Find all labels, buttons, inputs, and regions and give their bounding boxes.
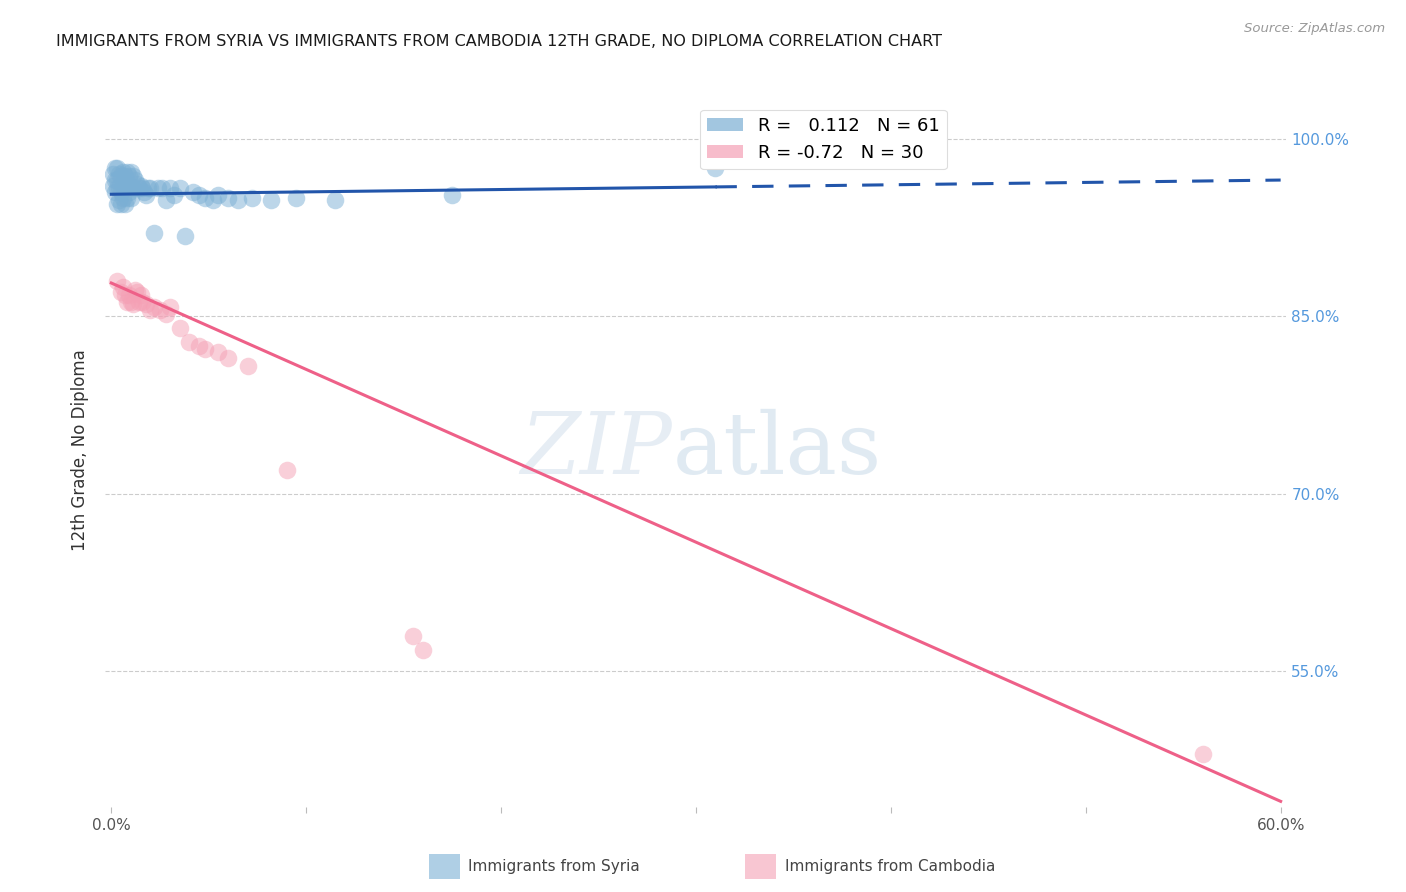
Point	[114, 196, 136, 211]
Point	[150, 181, 173, 195]
Point	[118, 185, 141, 199]
Point	[412, 643, 434, 657]
Point	[159, 181, 181, 195]
Point	[155, 307, 177, 321]
Point	[115, 177, 138, 191]
Point	[111, 165, 134, 179]
Point	[115, 191, 138, 205]
Text: Immigrants from Cambodia: Immigrants from Cambodia	[785, 859, 995, 873]
Y-axis label: 12th Grade, No Diploma: 12th Grade, No Diploma	[72, 350, 90, 551]
Point	[118, 169, 141, 184]
Point	[207, 344, 229, 359]
Point	[155, 193, 177, 207]
Point	[201, 193, 224, 207]
Point	[174, 228, 197, 243]
Point	[114, 288, 136, 302]
Point	[110, 169, 132, 184]
Point	[128, 181, 150, 195]
Point	[143, 300, 166, 314]
Point	[108, 167, 131, 181]
Point	[111, 178, 134, 193]
Point	[285, 191, 308, 205]
Point	[260, 193, 283, 207]
Text: ZIP: ZIP	[520, 409, 672, 491]
Point	[115, 294, 138, 309]
Point	[105, 196, 128, 211]
Point	[108, 181, 131, 195]
Text: IMMIGRANTS FROM SYRIA VS IMMIGRANTS FROM CAMBODIA 12TH GRADE, NO DIPLOMA CORRELA: IMMIGRANTS FROM SYRIA VS IMMIGRANTS FROM…	[56, 34, 942, 49]
Point	[276, 463, 298, 477]
Point	[163, 188, 186, 202]
Point	[194, 343, 217, 357]
Point	[131, 294, 153, 309]
Point	[108, 193, 131, 207]
Point	[169, 321, 191, 335]
Point	[135, 188, 157, 202]
Point	[103, 178, 125, 193]
Point	[188, 188, 211, 202]
Point	[149, 303, 172, 318]
Point	[105, 173, 128, 187]
Legend: R =   0.112   N = 61, R = -0.72   N = 30: R = 0.112 N = 61, R = -0.72 N = 30	[700, 110, 946, 169]
Point	[121, 181, 143, 195]
Point	[121, 169, 143, 184]
Text: atlas: atlas	[672, 409, 882, 492]
Point	[169, 181, 191, 195]
Point	[128, 294, 150, 309]
Point	[110, 185, 132, 199]
Text: Source: ZipAtlas.com: Source: ZipAtlas.com	[1244, 22, 1385, 36]
Point	[131, 181, 153, 195]
Point	[129, 178, 152, 193]
Point	[325, 193, 347, 207]
Point	[104, 161, 127, 176]
Point	[1191, 747, 1213, 761]
Point	[105, 181, 128, 195]
Point	[129, 288, 152, 302]
Point	[105, 274, 128, 288]
Point	[121, 297, 143, 311]
Point	[217, 191, 239, 205]
Point	[114, 169, 136, 184]
Point	[118, 288, 141, 302]
Point	[103, 167, 125, 181]
Point	[139, 303, 162, 318]
Point	[226, 193, 249, 207]
Point	[125, 177, 148, 191]
Point	[124, 283, 146, 297]
Point	[441, 188, 464, 202]
Point	[120, 191, 142, 205]
Point	[159, 300, 181, 314]
Point	[104, 185, 127, 199]
Point	[207, 188, 229, 202]
Point	[181, 185, 204, 199]
Point	[124, 173, 146, 187]
Point	[111, 279, 134, 293]
Point	[188, 339, 211, 353]
Point	[179, 335, 201, 350]
Point	[402, 629, 425, 643]
Point	[236, 359, 259, 373]
Point	[110, 196, 132, 211]
Point	[125, 285, 148, 300]
Text: Immigrants from Syria: Immigrants from Syria	[468, 859, 640, 873]
Point	[146, 181, 169, 195]
Point	[111, 191, 134, 205]
Point	[120, 294, 142, 309]
Point	[120, 165, 142, 179]
Point	[110, 285, 132, 300]
Point	[105, 161, 128, 176]
Point	[240, 191, 263, 205]
Point	[704, 161, 727, 176]
Point	[120, 178, 142, 193]
Point	[194, 191, 217, 205]
Point	[139, 181, 162, 195]
Point	[114, 181, 136, 195]
Point	[115, 165, 138, 179]
Point	[134, 185, 156, 199]
Point	[104, 173, 127, 187]
Point	[143, 227, 166, 241]
Point	[135, 297, 157, 311]
Point	[136, 181, 159, 195]
Point	[217, 351, 239, 365]
